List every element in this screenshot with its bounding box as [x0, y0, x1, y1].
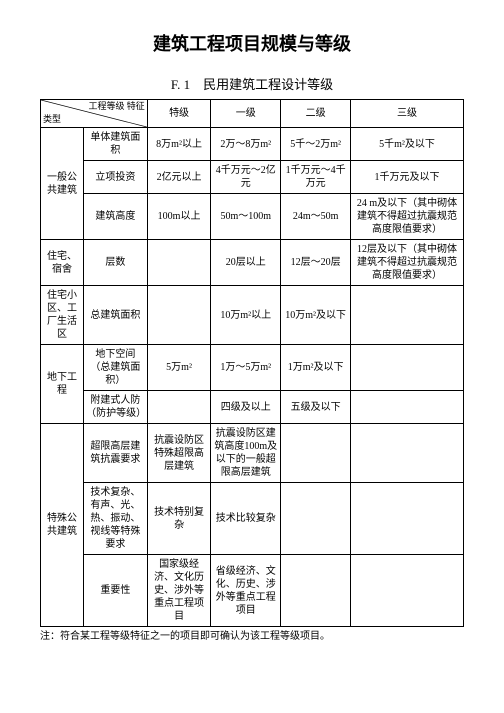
value-cell: 4千万元～2亿元	[211, 161, 281, 194]
table-caption: F. 1 民用建筑工程设计等级	[40, 74, 464, 93]
value-cell: 10万m²及以下	[281, 286, 351, 345]
category-cell: 特殊公共建筑	[41, 424, 84, 627]
feature-cell: 总建筑面积	[84, 286, 148, 345]
category-cell: 住宅、宿舍	[41, 240, 84, 286]
value-cell: 50m～100m	[211, 194, 281, 240]
col-header: 二级	[281, 100, 351, 128]
diagonal-header: 类型 工程等级 特征	[41, 100, 148, 128]
value-cell: 2万～8万m²	[211, 128, 281, 161]
value-cell: 5千m²及以下	[351, 128, 464, 161]
col-header: 一级	[211, 100, 281, 128]
value-cell	[147, 286, 211, 345]
feature-cell: 单体建筑面积	[84, 128, 148, 161]
feature-cell: 立项投资	[84, 161, 148, 194]
value-cell: 技术特别复杂	[147, 483, 211, 555]
value-cell: 抗震设防区特殊超限高层建筑	[147, 424, 211, 483]
value-cell: 10万m²以上	[211, 286, 281, 345]
category-cell: 住宅小区、工厂生活区	[41, 286, 84, 345]
value-cell	[147, 240, 211, 286]
grade-table: 类型 工程等级 特征 特级 一级 二级 三级 一般公共建筑 单体建筑面积 8万m…	[40, 99, 464, 627]
value-cell: 四级及以上	[211, 391, 281, 424]
value-cell: 5万m²	[147, 345, 211, 391]
category-cell: 一般公共建筑	[41, 128, 84, 240]
value-cell	[351, 483, 464, 555]
page-title: 建筑工程项目规模与等级	[40, 30, 464, 56]
feature-cell: 技术复杂、有声、光、热、振动、视线等特殊要求	[84, 483, 148, 555]
value-cell: 12层～20层	[281, 240, 351, 286]
col-header: 三级	[351, 100, 464, 128]
value-cell: 24 m及以下（其中砌体建筑不得超过抗震规范高度限值要求）	[351, 194, 464, 240]
value-cell: 1千万元及以下	[351, 161, 464, 194]
value-cell: 5千～2万m²	[281, 128, 351, 161]
value-cell	[351, 424, 464, 483]
value-cell: 24m～50m	[281, 194, 351, 240]
value-cell	[281, 424, 351, 483]
value-cell	[147, 391, 211, 424]
feature-cell: 重要性	[84, 555, 148, 627]
value-cell	[281, 555, 351, 627]
diag-right: 工程等级 特征	[88, 101, 144, 113]
value-cell: 20层以上	[211, 240, 281, 286]
value-cell: 国家级经济、文化历史、涉外等重点工程项目	[147, 555, 211, 627]
feature-cell: 附建式人防（防护等级）	[84, 391, 148, 424]
value-cell	[351, 345, 464, 391]
value-cell: 2亿元以上	[147, 161, 211, 194]
feature-cell: 层数	[84, 240, 148, 286]
value-cell: 100m以上	[147, 194, 211, 240]
value-cell: 12层及以下（其中砌体建筑不得超过抗震规范高度限值要求）	[351, 240, 464, 286]
value-cell: 五级及以下	[281, 391, 351, 424]
value-cell: 省级经济、文化、历史、涉外等重点工程项目	[211, 555, 281, 627]
value-cell	[351, 391, 464, 424]
value-cell	[351, 286, 464, 345]
value-cell: 抗震设防区建筑高度100m及以下的一般超限高层建筑	[211, 424, 281, 483]
value-cell: 8万m²以上	[147, 128, 211, 161]
value-cell: 技术比较复杂	[211, 483, 281, 555]
value-cell: 1万～5万m²	[211, 345, 281, 391]
value-cell	[281, 483, 351, 555]
col-header: 特级	[147, 100, 211, 128]
feature-cell: 地下空间（总建筑面积）	[84, 345, 148, 391]
diag-left: 类型	[43, 114, 61, 126]
value-cell	[351, 555, 464, 627]
value-cell: 1千万元～4千万元	[281, 161, 351, 194]
feature-cell: 超限高层建筑抗震要求	[84, 424, 148, 483]
footnote: 注：符合某工程等级特征之一的项目即可确认为该工程等级项目。	[40, 630, 464, 643]
value-cell: 1万m²及以下	[281, 345, 351, 391]
category-cell: 地下工程	[41, 345, 84, 424]
feature-cell: 建筑高度	[84, 194, 148, 240]
